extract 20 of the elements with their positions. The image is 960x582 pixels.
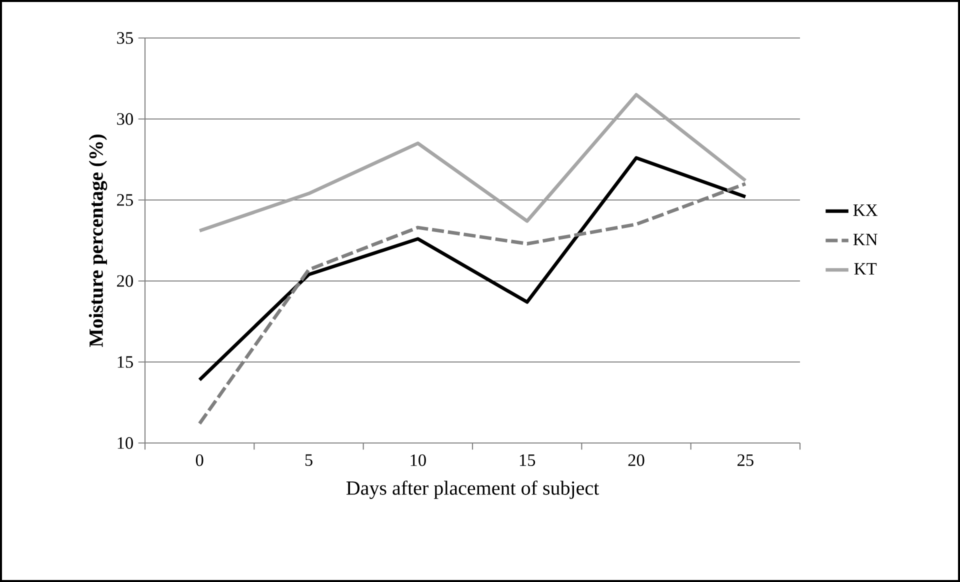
x-axis-title: Days after placement of subject xyxy=(346,480,600,499)
x-tick-label: 15 xyxy=(520,454,536,466)
y-tick-label: 10 xyxy=(118,437,133,449)
line-series xyxy=(198,156,748,382)
x-tick-label: 0 xyxy=(196,454,204,466)
line-series xyxy=(198,182,748,426)
y-tick-label: 30 xyxy=(117,113,133,125)
y-tick-label: 25 xyxy=(117,194,133,206)
y-tick-label: 15 xyxy=(118,356,133,368)
x-tick-label: 20 xyxy=(628,454,644,466)
x-tick-label: 5 xyxy=(305,454,312,466)
y-tick-label: 20 xyxy=(117,275,133,287)
legend-label: KT xyxy=(854,263,877,275)
line-series xyxy=(198,92,748,233)
x-tick-label: 10 xyxy=(410,454,426,466)
x-tick-label: 25 xyxy=(738,454,754,466)
y-axis-title: Moisture percentage (%) xyxy=(88,134,108,347)
legend-label: KX xyxy=(853,204,878,216)
y-tick-label: 35 xyxy=(117,32,133,44)
legend-label: KN xyxy=(853,234,878,246)
